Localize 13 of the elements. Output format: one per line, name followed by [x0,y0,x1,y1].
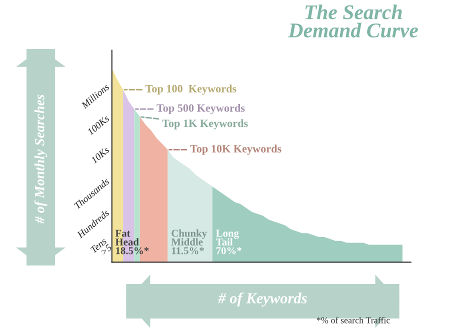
text: Top 1K Keywords [162,119,248,130]
annotation: Chunky Middle 11.5%* [171,229,207,254]
text: Top 500 Keywords [156,104,245,114]
annotation: Long Tail 70%* [216,230,242,254]
y-axis-title: # of Monthly Searches [34,94,48,224]
x-axis-title: # of Keywords [218,292,307,307]
annotation: Fat Head 18.5%* [115,230,149,254]
text: *% of search Traffic [316,316,390,324]
text: 10Ks [90,146,110,164]
annotation: Tens >5 [90,238,112,256]
chart-title: The Search Demand Curve [288,4,418,38]
text: Top 10K Keywords [190,144,282,155]
text: Top 100 Keywords [145,84,236,95]
